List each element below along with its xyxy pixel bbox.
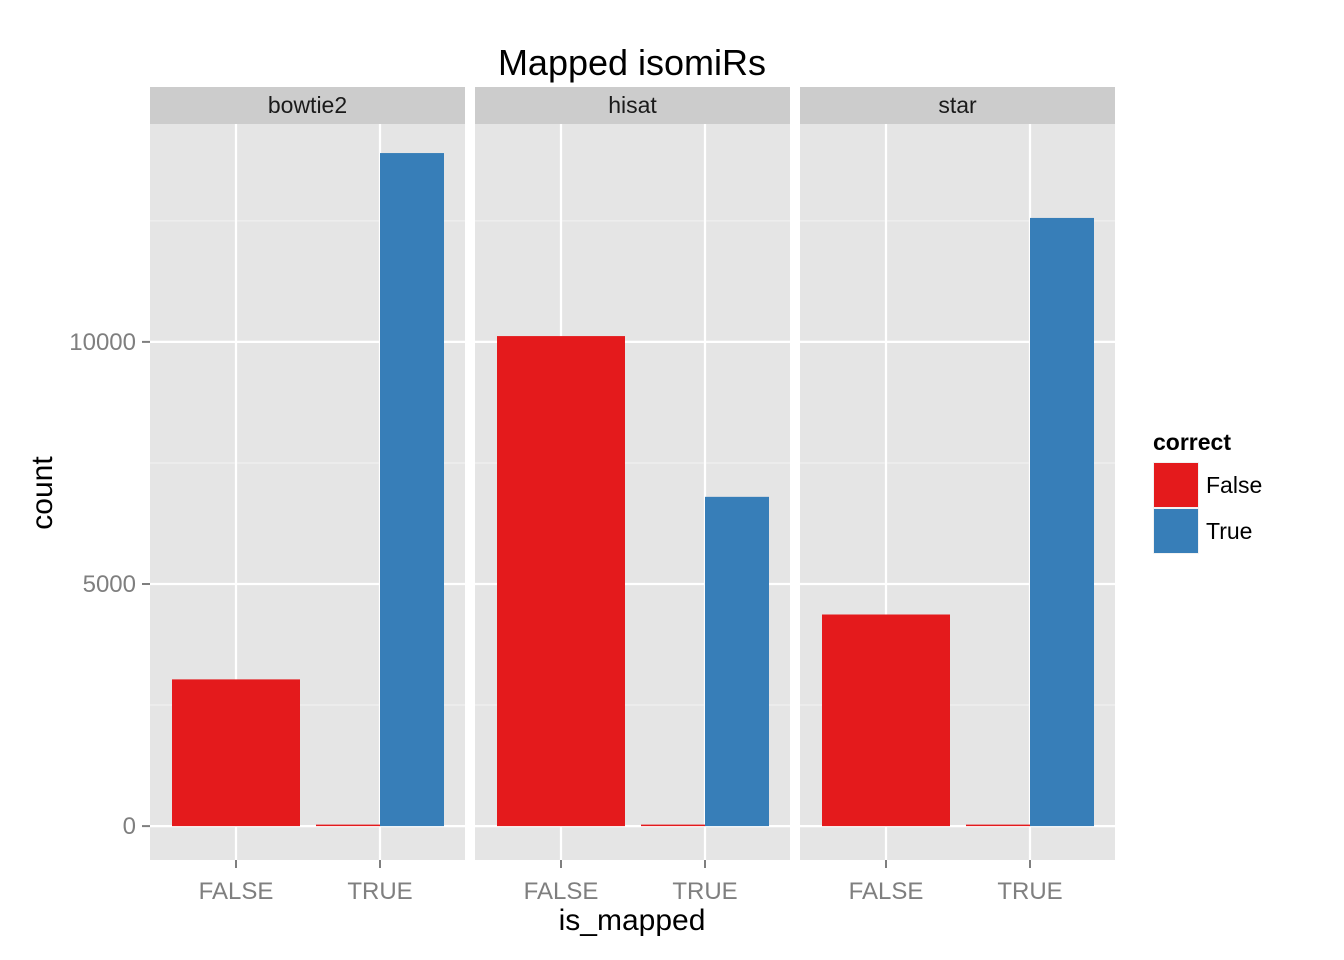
legend-swatch-true: [1154, 509, 1198, 553]
facet-strip: [150, 87, 465, 124]
facet-bowtie2: bowtie2: [150, 87, 465, 860]
y-axis-title: count: [26, 456, 59, 530]
facet-star: star: [800, 87, 1115, 860]
legend-label-true: True: [1206, 518, 1252, 544]
bar-bowtie2-false-false: [172, 679, 300, 827]
bar-bowtie2-true-false: [316, 824, 380, 827]
x-axis: FALSE TRUE FALSE TRUE FALSE TRUE: [199, 860, 1063, 905]
bar-star-true-true: [1030, 217, 1094, 827]
bar-hisat-false-false: [497, 336, 625, 827]
y-tick-label: 5000: [83, 571, 136, 598]
x-tick-label: FALSE: [524, 878, 599, 905]
facet-strip-label: star: [938, 92, 977, 118]
bar-star-false-false: [822, 614, 950, 827]
legend-label-false: False: [1206, 472, 1262, 498]
x-tick-label: FALSE: [199, 878, 274, 905]
x-tick-label: TRUE: [672, 878, 737, 905]
legend-title: correct: [1153, 429, 1231, 455]
facet-strip-label: hisat: [608, 92, 657, 118]
legend: correct False True: [1153, 429, 1262, 554]
legend-swatch-false: [1154, 463, 1198, 507]
x-tick-label: FALSE: [849, 878, 924, 905]
x-tick-label: TRUE: [347, 878, 412, 905]
x-axis-title: is_mapped: [559, 904, 706, 937]
y-tick-label: 0: [123, 813, 136, 840]
y-axis: 0 5000 10000: [69, 329, 150, 840]
bar-bowtie2-true-true: [380, 153, 444, 827]
chart-title: Mapped isomiRs: [498, 42, 766, 83]
facet-panels: bowtie2 hisat star: [150, 87, 1115, 860]
facet-hisat: hisat: [475, 87, 790, 860]
facet-strip: [475, 87, 790, 124]
bar-hisat-true-true: [705, 496, 769, 827]
bar-hisat-true-false: [641, 824, 705, 827]
x-tick-label: TRUE: [997, 878, 1062, 905]
y-tick-label: 10000: [69, 329, 136, 356]
facet-strip: [800, 87, 1115, 124]
facet-strip-label: bowtie2: [268, 92, 347, 118]
bar-star-true-false: [966, 824, 1030, 827]
